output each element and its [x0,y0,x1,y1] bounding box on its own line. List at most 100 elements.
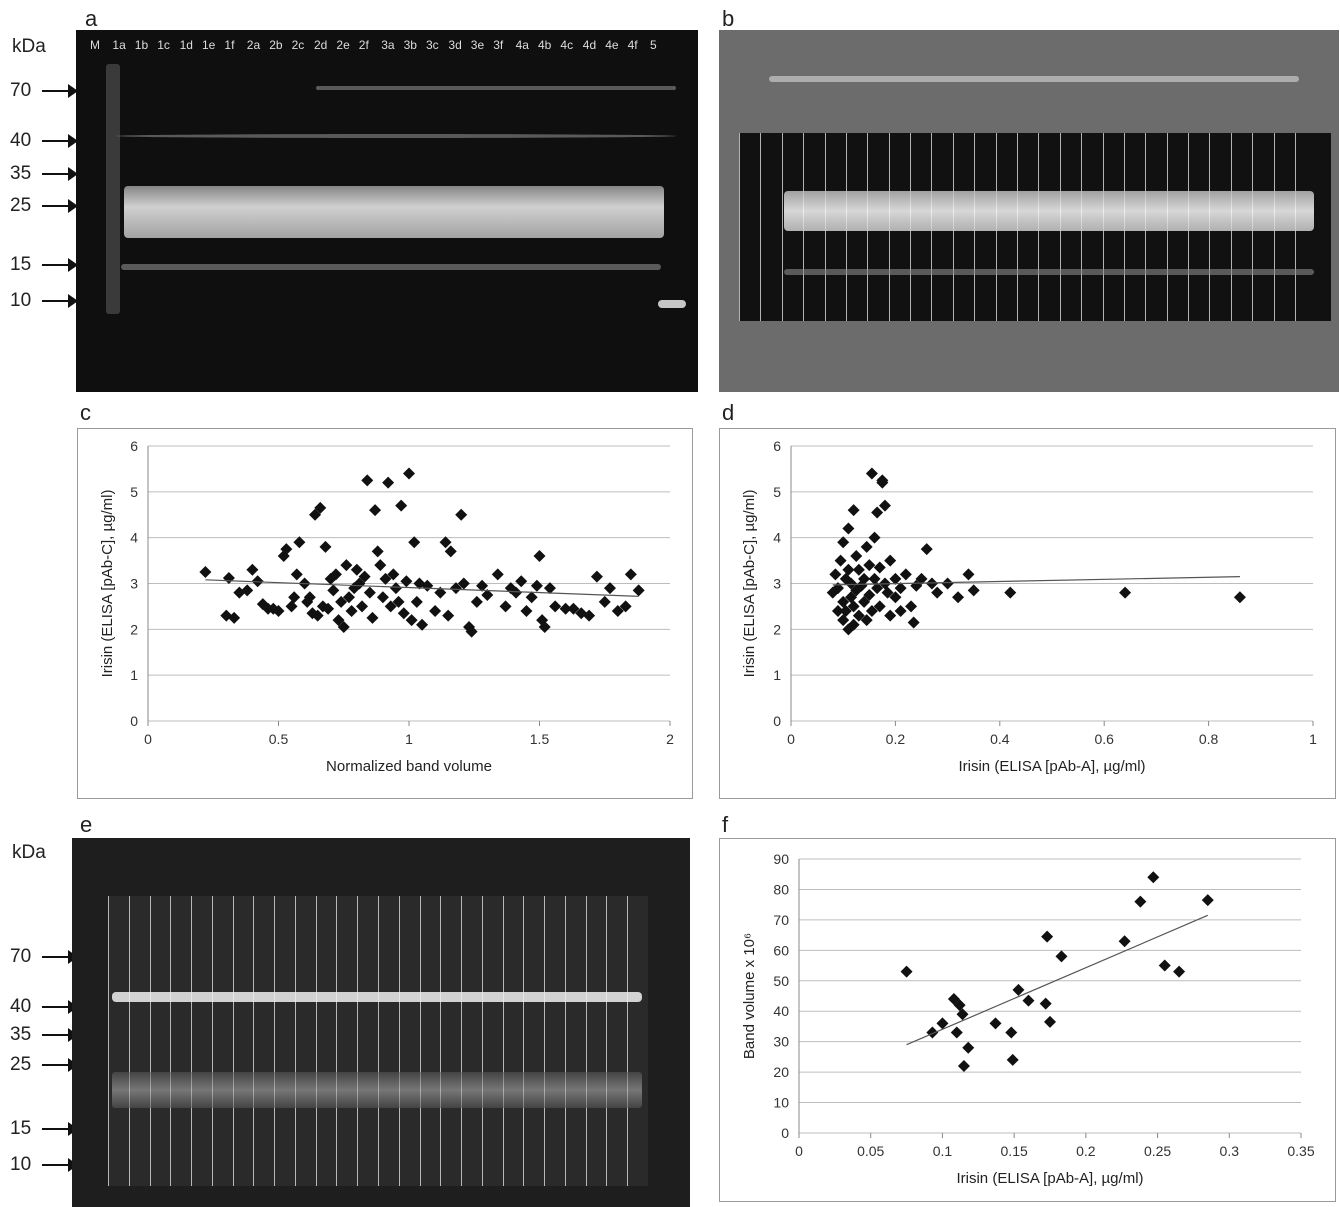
data-point [543,582,556,595]
data-point [1041,930,1054,943]
data-point [384,600,397,613]
y-axis-label: Irisin (ELISA [pAb-C], µg/ml) [99,490,116,678]
y-tick-label: 4 [773,530,781,546]
data-point [301,595,314,608]
panel-label-c: c [80,400,91,425]
mw-marker-label: 25 [10,1054,32,1075]
y-tick-label: 40 [773,1003,789,1019]
lane-divider [378,896,379,1186]
data-point [444,545,457,558]
data-point [842,563,855,576]
lane-divider [191,896,193,1186]
data-point [376,591,389,604]
lane-divider [398,896,400,1186]
lane-divider [760,133,762,321]
data-point [470,595,483,608]
data-point [598,595,611,608]
lane-divider [627,896,629,1186]
data-point [905,600,918,613]
mw-marker-35: 35 [10,163,78,185]
lane-divider [523,896,525,1186]
kda-label-e: kDa [12,842,46,863]
data-point [837,536,850,549]
lane-label: 4b [538,38,552,52]
lane-label: 3c [426,38,439,52]
data-point [536,614,549,627]
mw-marker-label: 70 [10,80,32,101]
y-tick-label: 5 [130,484,138,500]
western-blot-b [719,30,1339,392]
x-tick-label: 0 [787,731,795,747]
data-point [889,572,902,585]
lane-divider [357,896,359,1186]
arrow-right-icon [42,1000,78,1014]
lane-divider [336,896,338,1186]
data-point [967,584,980,597]
data-point [925,577,938,590]
data-point [884,554,897,567]
data-point [400,575,413,588]
data-point [603,582,616,595]
lane-label: 4c [560,38,574,52]
data-point [491,568,504,581]
data-point [845,577,858,590]
lane-label: 3f [493,38,504,52]
lane-divider [108,896,109,1186]
data-point [559,602,572,615]
data-point [410,595,423,608]
x-tick-label: 0.25 [1144,1143,1171,1159]
data-point [842,522,855,535]
data-point [871,506,884,519]
data-point [316,600,329,613]
y-tick-label: 70 [773,912,789,928]
data-point [858,572,871,585]
data-point [931,586,944,599]
data-point [371,545,384,558]
data-point [1022,994,1035,1007]
panel-label-b: b [722,6,735,31]
lane-divider [481,896,483,1186]
lane-label: 2c [291,38,305,52]
mw-marker-15: 15 [10,254,78,276]
data-point [549,600,562,613]
arrow-right-icon [42,1158,78,1172]
x-tick-label: 0.2 [1076,1143,1096,1159]
data-point [873,561,886,574]
lane-divider [739,133,740,321]
lane-label: 1b [134,38,149,52]
analysis-grid-e [108,896,648,1186]
arrow-right-icon [42,258,78,272]
data-point [962,1041,975,1054]
data-point [1134,895,1147,908]
y-tick-label: 3 [130,576,138,592]
y-tick-label: 50 [773,973,789,989]
data-point [499,600,512,613]
mw-marker-15: 15 [10,1118,78,1140]
lane-label: 3e [470,38,485,52]
data-point [374,559,387,572]
x-tick-label: 0.8 [1199,731,1219,747]
data-point [476,579,489,592]
x-tick-label: 2 [666,731,674,747]
data-point [1004,586,1017,599]
arrow-right-icon [42,199,78,213]
data-point [1044,1015,1056,1028]
data-point [1158,959,1171,972]
panel-label-e: e [80,812,93,837]
panel-label-a: a [85,6,98,31]
arrow-right-icon [42,167,78,181]
y-axis-label: Band volume x 10⁶ [741,933,758,1059]
lane-divider [606,896,608,1186]
mw-marker-label: 10 [10,290,32,311]
data-point [1233,591,1246,604]
mw-marker-label: 10 [10,1154,32,1175]
chart-frame-f: 0 10 20 30 40 50 60 70 80 90 0 0.05 0.1 0.15 0.2 0.25 0.… [719,838,1336,1202]
mw-marker-label: 35 [10,163,32,184]
scatter-chart-f: 0 10 20 30 40 50 60 70 80 90 0 0.05 0.1 0.15 0.2 0.25 0.… [741,851,1315,1187]
lane-label: 3d [448,38,462,52]
band-40-e [112,992,642,1002]
band-25-b [784,191,1314,231]
lane-divider [781,133,783,321]
data-point [405,614,418,627]
data-point [306,607,319,620]
